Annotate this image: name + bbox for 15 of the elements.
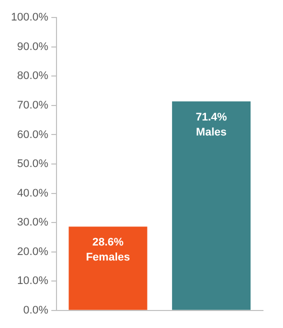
y-tick-label: 10.0% (17, 275, 49, 288)
x-tick-label: Females (86, 252, 130, 264)
y-tick-label: 80.0% (17, 70, 49, 82)
y-tick-label: 90.0% (17, 40, 49, 53)
y-tick-label: 0.0% (23, 304, 49, 316)
y-tick-label: 20.0% (17, 246, 49, 258)
data-label: 28.6% (92, 236, 124, 249)
y-tick-label: 50.0% (17, 158, 49, 170)
y-tick-label: 30.0% (17, 216, 49, 229)
data-label: 71.4% (196, 111, 228, 124)
y-tick-label: 100.0% (10, 12, 49, 24)
y-tick-label: 40.0% (17, 187, 49, 200)
y-tick-label: 70.0% (17, 99, 49, 112)
y-tick-label: 60.0% (17, 128, 49, 141)
x-tick-label: Males (196, 126, 227, 138)
